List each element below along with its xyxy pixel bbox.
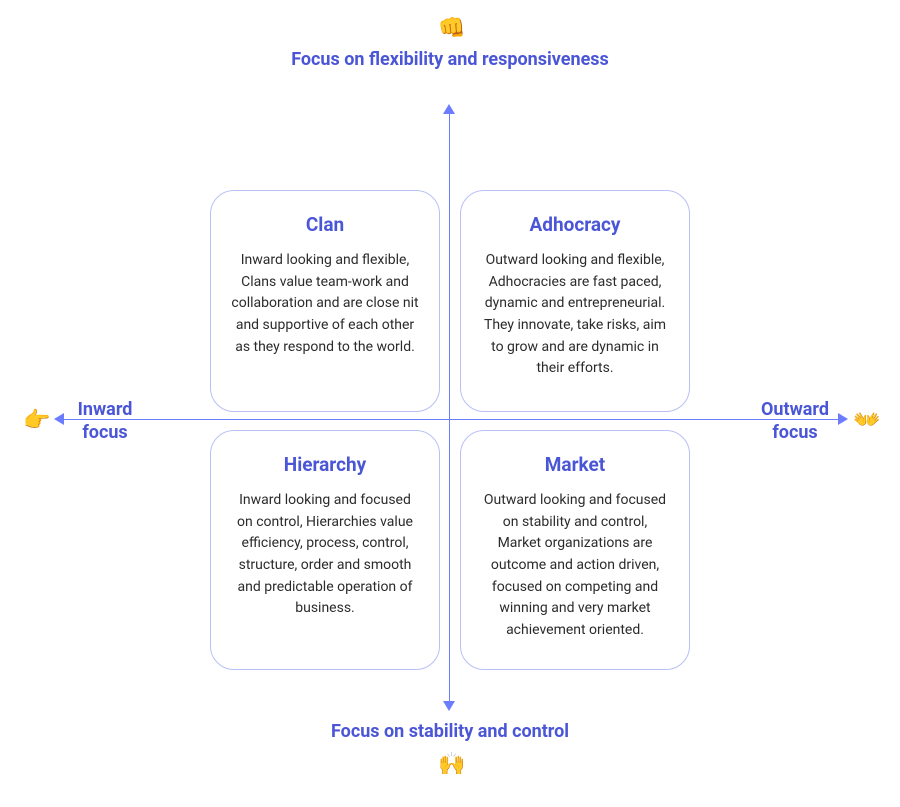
quadrant-clan-title: Clan bbox=[231, 213, 419, 236]
quadrant-adhocracy-body: Outward looking and flexible, Adhocracie… bbox=[481, 250, 669, 380]
arrow-down bbox=[443, 701, 455, 711]
left-axis-emoji: 👉 bbox=[23, 408, 50, 433]
quadrant-hierarchy-title: Hierarchy bbox=[231, 453, 419, 476]
quadrant-market-title: Market bbox=[481, 453, 669, 476]
arrow-up bbox=[443, 104, 455, 114]
top-axis-label: Focus on flexibility and responsiveness bbox=[290, 48, 610, 71]
bottom-axis-emoji: 🙌 bbox=[438, 752, 465, 777]
right-axis-emoji: 👐 bbox=[853, 408, 880, 433]
quadrant-hierarchy: Hierarchy Inward looking and focused on … bbox=[210, 430, 440, 670]
quadrant-hierarchy-body: Inward looking and focused on control, H… bbox=[231, 490, 419, 620]
right-axis-label: Outward focus bbox=[745, 398, 845, 445]
quadrant-adhocracy-title: Adhocracy bbox=[481, 213, 669, 236]
arrow-left bbox=[54, 413, 64, 425]
quadrant-market-body: Outward looking and focused on stability… bbox=[481, 490, 669, 642]
quadrant-adhocracy: Adhocracy Outward looking and flexible, … bbox=[460, 190, 690, 412]
quadrant-clan: Clan Inward looking and flexible, Clans … bbox=[210, 190, 440, 412]
bottom-axis-label: Focus on stability and control bbox=[250, 720, 650, 743]
top-axis-emoji: 👊 bbox=[438, 16, 465, 41]
left-axis-label: Inward focus bbox=[60, 398, 150, 445]
arrow-right bbox=[838, 413, 848, 425]
quadrant-clan-body: Inward looking and flexible, Clans value… bbox=[231, 250, 419, 358]
horizontal-axis-line bbox=[62, 419, 840, 420]
vertical-axis-line bbox=[449, 110, 450, 705]
quadrant-market: Market Outward looking and focused on st… bbox=[460, 430, 690, 670]
